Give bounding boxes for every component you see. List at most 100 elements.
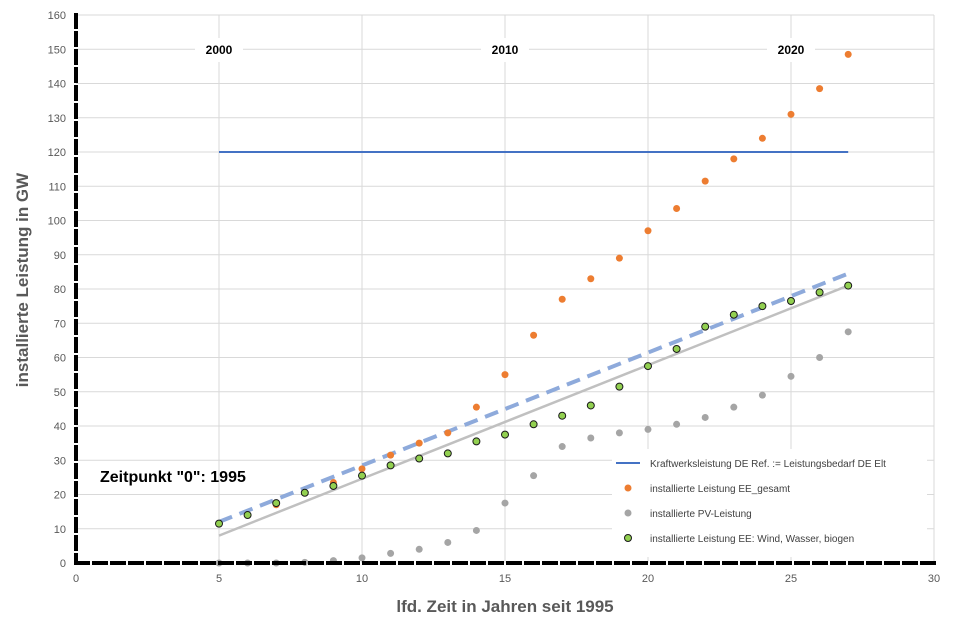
data-point-series-1 <box>644 227 652 235</box>
data-point-series-2 <box>730 403 738 411</box>
y-tick-label: 140 <box>48 79 66 91</box>
y-tick-label: 20 <box>54 490 66 502</box>
legend-entry: installierte PV-Leistung <box>650 509 752 520</box>
y-tick-label: 80 <box>54 284 66 296</box>
data-point-series-2 <box>387 549 395 557</box>
data-point-series-1 <box>816 85 824 93</box>
data-point-series-3 <box>243 511 252 520</box>
data-point-series-1 <box>472 403 480 411</box>
data-point-series-2 <box>587 434 595 442</box>
data-point-series-2 <box>530 472 538 480</box>
data-point-series-3 <box>215 519 223 528</box>
decade-label: 2000 <box>206 43 233 57</box>
data-point-series-3 <box>586 401 595 410</box>
data-point-series-3 <box>386 461 395 470</box>
trendline <box>218 284 849 537</box>
data-point-series-1 <box>415 439 423 447</box>
data-point-series-3 <box>529 420 538 429</box>
data-point-series-2 <box>472 526 480 534</box>
decade-label-bg <box>195 38 243 62</box>
data-point-series-3 <box>701 322 710 331</box>
x-tick-label: 15 <box>499 573 511 585</box>
data-point-series-3 <box>300 488 309 497</box>
data-point-series-3 <box>615 382 624 391</box>
data-point-series-3 <box>729 310 738 319</box>
zeitpunkt-annotation: Zeitpunkt "0": 1995 <box>100 469 246 486</box>
data-point-series-1 <box>673 205 681 213</box>
data-point-series-2 <box>787 372 795 380</box>
decade-label-bg <box>767 38 815 62</box>
data-point-series-3 <box>501 430 509 439</box>
data-point-series-2 <box>358 554 366 562</box>
data-point-series-1 <box>701 177 709 185</box>
data-point-series-1 <box>844 50 852 58</box>
y-tick-label: 10 <box>54 524 66 536</box>
data-point-series-3 <box>672 344 681 353</box>
data-point-series-2 <box>701 413 709 421</box>
data-point-series-1 <box>530 331 538 339</box>
trendlines <box>218 271 849 537</box>
legend-marker <box>624 509 632 517</box>
y-tick-label: 90 <box>54 250 66 262</box>
decade-label: 2020 <box>778 43 805 57</box>
legend: Kraftwerksleistung DE Ref. := Leistungsb… <box>612 449 927 557</box>
y-tick-label: 110 <box>48 181 66 193</box>
y-tick-label: 130 <box>48 113 66 125</box>
decade-label: 2010 <box>492 43 519 57</box>
data-point-series-1 <box>358 465 366 473</box>
data-point-series-2 <box>644 425 652 433</box>
data-point-series-2 <box>816 354 824 361</box>
data-point-series-3 <box>815 288 824 297</box>
data-point-series-3 <box>443 449 452 458</box>
data-point-series-1 <box>615 254 623 262</box>
data-point-series-3 <box>358 471 366 480</box>
y-tick-label: 120 <box>48 147 66 159</box>
legend-entry: installierte Leistung EE_gesamt <box>650 484 790 495</box>
y-tick-label: 160 <box>48 10 66 22</box>
legend-entry: installierte Leistung EE: Wind, Wasser, … <box>650 534 854 545</box>
data-point-series-1 <box>730 155 738 163</box>
data-point-series-2 <box>444 538 452 546</box>
x-tick-label: 30 <box>928 573 940 585</box>
data-point-series-2 <box>844 328 852 336</box>
y-tick-label: 0 <box>60 558 66 570</box>
legend-box <box>612 449 927 557</box>
data-point-series-2 <box>673 420 681 428</box>
x-axis-title: lfd. Zeit in Jahren seit 1995 <box>396 597 613 616</box>
data-point-series-1 <box>444 429 452 437</box>
axes <box>74 13 936 565</box>
data-point-series-3 <box>415 454 424 463</box>
tick-labels: 0102030405060708090100110120130140150160… <box>48 10 940 585</box>
y-tick-label: 40 <box>54 421 66 433</box>
y-tick-label: 150 <box>48 44 66 56</box>
data-point-series-1 <box>758 134 766 142</box>
y-axis-title: installierte Leistung in GW <box>13 172 32 387</box>
decade-label-bg <box>481 38 529 62</box>
data-point-series-3 <box>272 499 281 508</box>
data-point-series-3 <box>644 362 652 371</box>
y-tick-label: 100 <box>48 216 66 228</box>
y-tick-label: 60 <box>54 353 66 365</box>
data-point-series-3 <box>787 296 795 305</box>
data-point-series-1 <box>587 275 595 283</box>
trendline <box>218 271 849 524</box>
data-point-series-1 <box>501 371 509 379</box>
data-point-series-3 <box>472 437 481 446</box>
data-point-series-1 <box>387 451 395 459</box>
data-point-series-2 <box>501 499 509 507</box>
data-point-series-3 <box>758 302 767 311</box>
x-tick-label: 10 <box>356 573 368 585</box>
x-tick-label: 0 <box>73 573 79 585</box>
data-point-series-2 <box>415 545 423 553</box>
decade-labels: 2000 2010 2020 <box>195 38 815 62</box>
data-point-series-2 <box>615 429 623 437</box>
data-point-series-2 <box>558 443 566 451</box>
data-point-series-3 <box>558 411 567 420</box>
data-point-series-3 <box>329 481 338 490</box>
legend-entry: Kraftwerksleistung DE Ref. := Leistungsb… <box>650 459 886 470</box>
y-tick-label: 50 <box>54 387 66 399</box>
x-tick-label: 5 <box>216 573 222 585</box>
y-tick-label: 70 <box>54 318 66 330</box>
y-tick-label: 30 <box>54 455 66 467</box>
